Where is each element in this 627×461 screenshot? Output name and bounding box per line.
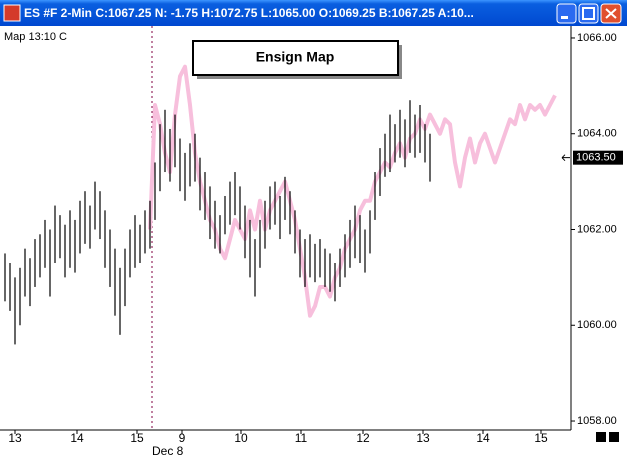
x-tick-label: 14 xyxy=(70,431,84,445)
session-date: Dec 8 xyxy=(152,444,184,458)
corner-square xyxy=(609,432,619,442)
title-bar xyxy=(0,0,627,26)
x-tick-label: 10 xyxy=(234,431,248,445)
annotation-box: Ensign Map xyxy=(192,40,402,79)
y-tick-label: 1064.00 xyxy=(577,128,617,140)
corner-square xyxy=(596,432,606,442)
price-pointer xyxy=(561,154,570,162)
x-tick-label: 15 xyxy=(130,431,144,445)
x-tick-label: 12 xyxy=(356,431,370,445)
x-tick-label: 9 xyxy=(179,431,186,445)
y-tick-label: 1062.00 xyxy=(577,223,617,235)
x-tick-label: 13 xyxy=(416,431,430,445)
map-line xyxy=(148,64,557,318)
x-tick-label: 11 xyxy=(295,431,308,445)
window-title: ES #F 2-Min C:1067.25 N: -1.75 H:1072.75… xyxy=(24,6,474,20)
annotation: Ensign Map xyxy=(256,49,335,65)
x-tick-label: 13 xyxy=(8,431,22,445)
map-caption: Map 13:10 C xyxy=(4,31,67,43)
app-icon xyxy=(3,4,21,22)
y-tick-label: 1060.00 xyxy=(577,319,617,331)
minimize-button[interactable] xyxy=(556,3,577,24)
plot xyxy=(4,26,557,430)
close-button[interactable] xyxy=(600,3,622,24)
y-tick-label: 1058.00 xyxy=(577,415,617,427)
y-tick-label: 1066.00 xyxy=(577,32,617,44)
x-tick-label: 15 xyxy=(534,431,548,445)
last-price-box xyxy=(573,150,623,165)
last-price-label: 1063.50 xyxy=(576,152,616,164)
x-tick-label: 14 xyxy=(476,431,490,445)
maximize-button[interactable] xyxy=(578,3,599,24)
